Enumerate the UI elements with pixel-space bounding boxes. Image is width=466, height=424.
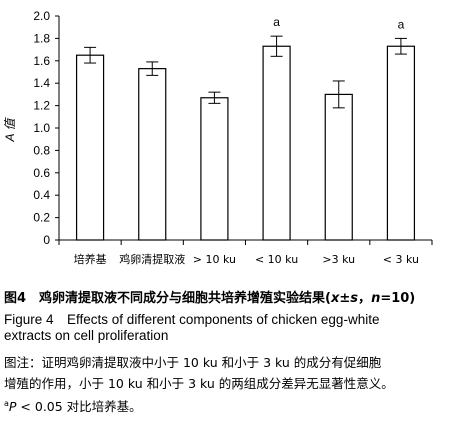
x-tick-label: 培养基 [74, 252, 107, 266]
y-tick-label: 1.8 [33, 31, 50, 45]
y-tick-label: 1.6 [33, 54, 50, 68]
note-p: P [8, 399, 17, 414]
bar [386, 45, 416, 241]
y-axis: 0 0.2 0.4 0.6 0.8 1.0 1.2 1.4 1.6 1.8 2.0 [33, 9, 60, 247]
x-tick-label: < 3 ku [383, 253, 419, 266]
figure-note-line2: 增殖的作用，小于 10 ku 和小于 3 ku 的两组成分差异无显著性意义。 [4, 376, 394, 391]
x-axis: 培养基 鸡卵清提取液 > 10 ku < 10 ku >3 ku < 3 ku [58, 239, 433, 266]
note-superscript: a [4, 398, 9, 408]
caption-zh-s: s [350, 291, 359, 306]
x-tick-label: >3 ku [322, 253, 355, 266]
y-tick-label: 2.0 [33, 9, 50, 23]
error-bars [84, 35, 407, 109]
y-tick-label: 1.2 [33, 99, 50, 113]
bar [324, 93, 353, 241]
figure-note-line1: 图注：证明鸡卵清提取液中小于 10 ku 和小于 3 ku 的成分有促细胞 [4, 355, 382, 370]
bar-chart: 0 0.2 0.4 0.6 0.8 1.0 1.2 1.4 1.6 1.8 2.0 培养基 鸡卵清提取… [3, 9, 433, 266]
bar [262, 45, 291, 241]
figure-caption-en-line2: extracts on cell proliferation [4, 328, 169, 343]
significance-label: a [273, 15, 280, 29]
y-tick-label: 0.8 [33, 143, 50, 157]
y-tick-label: 0 [43, 233, 50, 247]
caption-zh-suffix: =10) [380, 291, 416, 306]
y-tick-label: 0.4 [33, 188, 50, 202]
note-text: < 0.05 对比培养基。 [16, 399, 142, 414]
y-tick-label: 1.0 [33, 121, 50, 135]
caption-zh-stat: x [331, 291, 340, 306]
x-tick-label: 鸡卵清提取液 [119, 252, 185, 266]
bar [75, 54, 105, 241]
bar [200, 97, 229, 241]
y-tick-label: 1.4 [33, 76, 50, 90]
caption-zh-n: n [371, 291, 381, 306]
significance-label: a [398, 17, 405, 31]
caption-zh-pm: ± [339, 291, 351, 306]
y-tick-label: 0.6 [33, 166, 50, 180]
bar [138, 68, 167, 241]
y-axis-label: A 值 [3, 117, 17, 143]
x-tick-label: < 10 ku [255, 253, 298, 266]
x-tick-label: > 10 ku [193, 253, 236, 266]
figure-caption-zh: 图4 鸡卵清提取液不同成分与细胞共培养增殖实验结果(x±s，n=10) [4, 287, 415, 306]
bars [75, 45, 416, 241]
caption-zh-comma: ， [358, 291, 372, 306]
figure-note-line3: aP < 0.05 对比培养基。 [4, 396, 142, 415]
caption-zh-prefix: 图4 鸡卵清提取液不同成分与细胞共培养增殖实验结果( [4, 291, 331, 306]
figure-caption-en-line1: Figure 4 Effects of different components… [4, 312, 380, 327]
y-tick-label: 0.2 [33, 211, 50, 225]
